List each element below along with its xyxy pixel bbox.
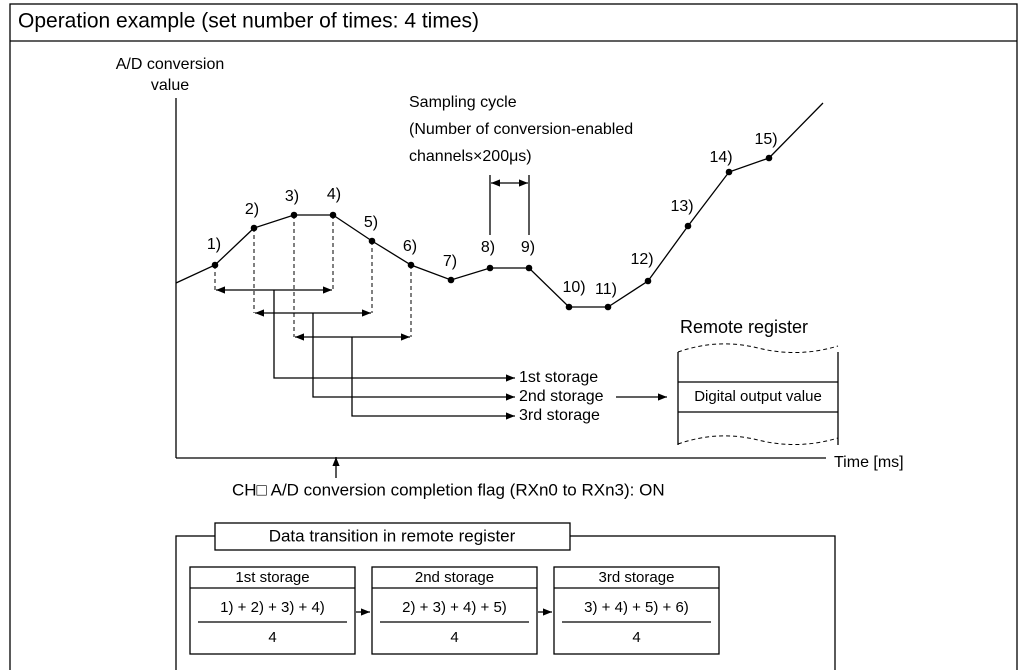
sample-point — [644, 277, 652, 285]
register-box — [677, 352, 839, 445]
numerator: 2) + 3) + 4) + 5) — [402, 599, 507, 616]
denominator: 4 — [268, 629, 276, 646]
storage-label: 3rd storage — [519, 407, 600, 424]
denominator: 4 — [450, 629, 458, 646]
storage-box — [553, 566, 720, 655]
point-label: 3) — [285, 188, 299, 205]
storage-arrow — [312, 313, 515, 401]
x-axis-label: Time [ms] — [834, 454, 904, 471]
point-label: 2) — [245, 201, 259, 218]
point-label: 15) — [754, 131, 777, 148]
register-wave — [677, 343, 839, 353]
numerator: 3) + 4) + 5) + 6) — [584, 599, 689, 616]
storage-box — [371, 566, 538, 655]
point-label: 11) — [595, 281, 617, 298]
sample-point — [604, 303, 612, 311]
register-wave — [677, 435, 839, 445]
storage-header: 2nd storage — [415, 569, 494, 586]
register-title: Remote register — [680, 317, 808, 337]
frame — [9, 3, 1018, 670]
point-label: 10) — [562, 279, 585, 296]
storage-arrow — [351, 337, 515, 420]
point-label: 7) — [443, 253, 457, 270]
point-label: 5) — [364, 214, 378, 231]
point-label: 6) — [403, 238, 417, 255]
point-label: 12) — [630, 251, 653, 268]
y-axis-label: value — [151, 77, 189, 94]
sample-point — [725, 168, 733, 176]
waveform: 1) 2) 3) 4) 5) 6) 7) 8) 9) 10) 11) 12) 13) 14) 15) — [175, 102, 824, 311]
register-row: Digital output value — [694, 388, 822, 405]
storage-header: 3rd storage — [599, 569, 675, 586]
sample-point — [684, 222, 692, 230]
storage-header: 1st storage — [235, 569, 309, 586]
y-axis-label: A/D conversion — [116, 56, 225, 73]
point-label: 1) — [207, 236, 221, 253]
sample-point — [565, 303, 573, 311]
sample-point — [486, 264, 494, 272]
sample-point — [447, 276, 455, 284]
sample-point — [765, 154, 773, 162]
transition-title: Data transition in remote register — [269, 526, 516, 545]
point-label: 8) — [481, 239, 495, 256]
flag-text: CH□ A/D conversion completion flag (RXn0… — [232, 480, 665, 499]
point-label: 13) — [670, 198, 693, 215]
sampling-text: Sampling cycle — [409, 94, 517, 111]
numerator: 1) + 2) + 3) + 4) — [220, 599, 325, 616]
storage-arrow — [273, 290, 515, 382]
point-label: 4) — [327, 186, 341, 203]
storage-box — [189, 566, 356, 655]
storage-label: 1st storage — [519, 369, 598, 386]
sampling-text: (Number of conversion-enabled — [409, 121, 633, 138]
transition-boxes: 1st storage 1) + 2) + 3) + 4) 4 2nd storage… — [189, 566, 720, 655]
sample-point — [525, 264, 533, 272]
denominator: 4 — [632, 629, 640, 646]
storage-label: 2nd storage — [519, 388, 604, 405]
sampling-text: channels×200μs) — [409, 148, 532, 165]
transition-label-box — [214, 522, 571, 551]
point-label: 14) — [709, 149, 732, 166]
point-label: 9) — [521, 239, 535, 256]
title: Operation example (set number of times: … — [18, 10, 479, 33]
